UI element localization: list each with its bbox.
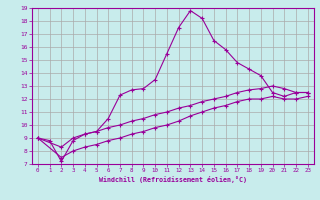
X-axis label: Windchill (Refroidissement éolien,°C): Windchill (Refroidissement éolien,°C) (99, 176, 247, 183)
